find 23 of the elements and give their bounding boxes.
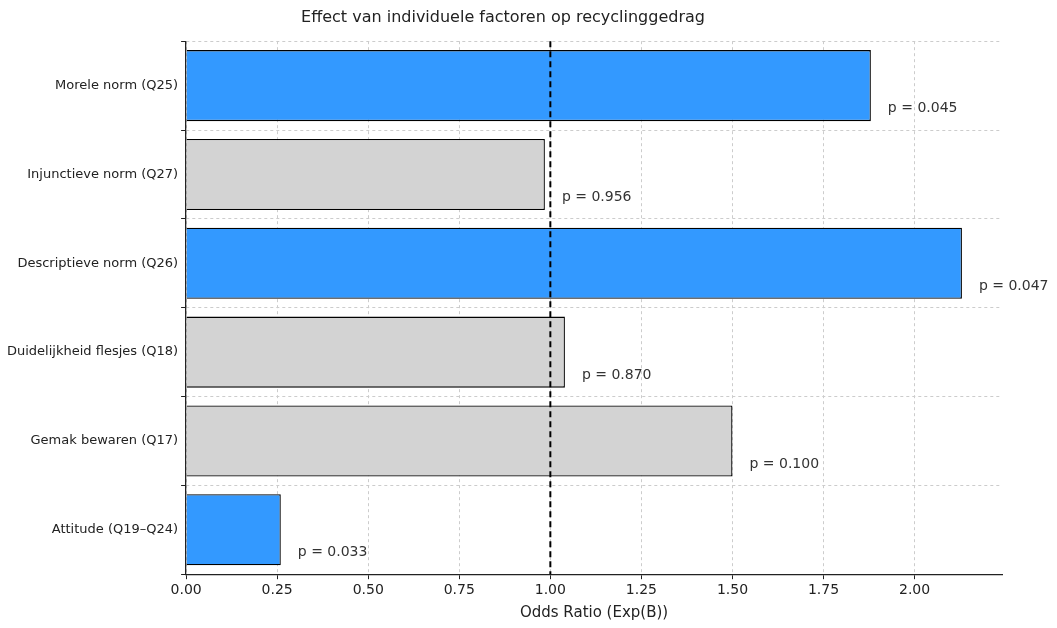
chart-title: Effect van individuele factoren op recyclinggedrag	[301, 6, 705, 26]
annotation: p = 0.870	[581, 365, 652, 382]
x-tick-label: 0.75	[443, 581, 475, 598]
annotation: p = 0.100	[749, 454, 820, 471]
x-tick-label: 0.50	[352, 581, 384, 598]
annotation: p = 0.033	[297, 543, 368, 560]
x-tick-label: 1.25	[625, 581, 657, 598]
annotation: p = 0.045	[887, 99, 958, 116]
y-tick-label: Injunctieve norm (Q27)	[27, 165, 179, 181]
y-tick-label: Duidelijkheid flesjes (Q18)	[6, 343, 179, 359]
y-tick-label: Gemak bewaren (Q17)	[30, 432, 179, 448]
x-axis-title: Odds Ratio (Exp(B))	[519, 602, 669, 621]
x-tick-label: 0.25	[261, 581, 293, 598]
y-tick-label: Attitude (Q19–Q24)	[51, 521, 179, 537]
y-tick-label: Descriptieve norm (Q26)	[17, 254, 179, 270]
x-tick-label: 1.75	[807, 581, 840, 598]
annotation: p = 0.047	[978, 276, 1049, 293]
y-tick-label: Morele norm (Q25)	[55, 76, 179, 92]
annotation: p = 0.956	[561, 188, 632, 205]
x-tick-label: 1.50	[716, 581, 749, 598]
x-tick-label: 1.00	[534, 581, 566, 598]
x-tick-label: 2.00	[899, 581, 931, 598]
x-tick-label: 0.00	[170, 581, 202, 598]
